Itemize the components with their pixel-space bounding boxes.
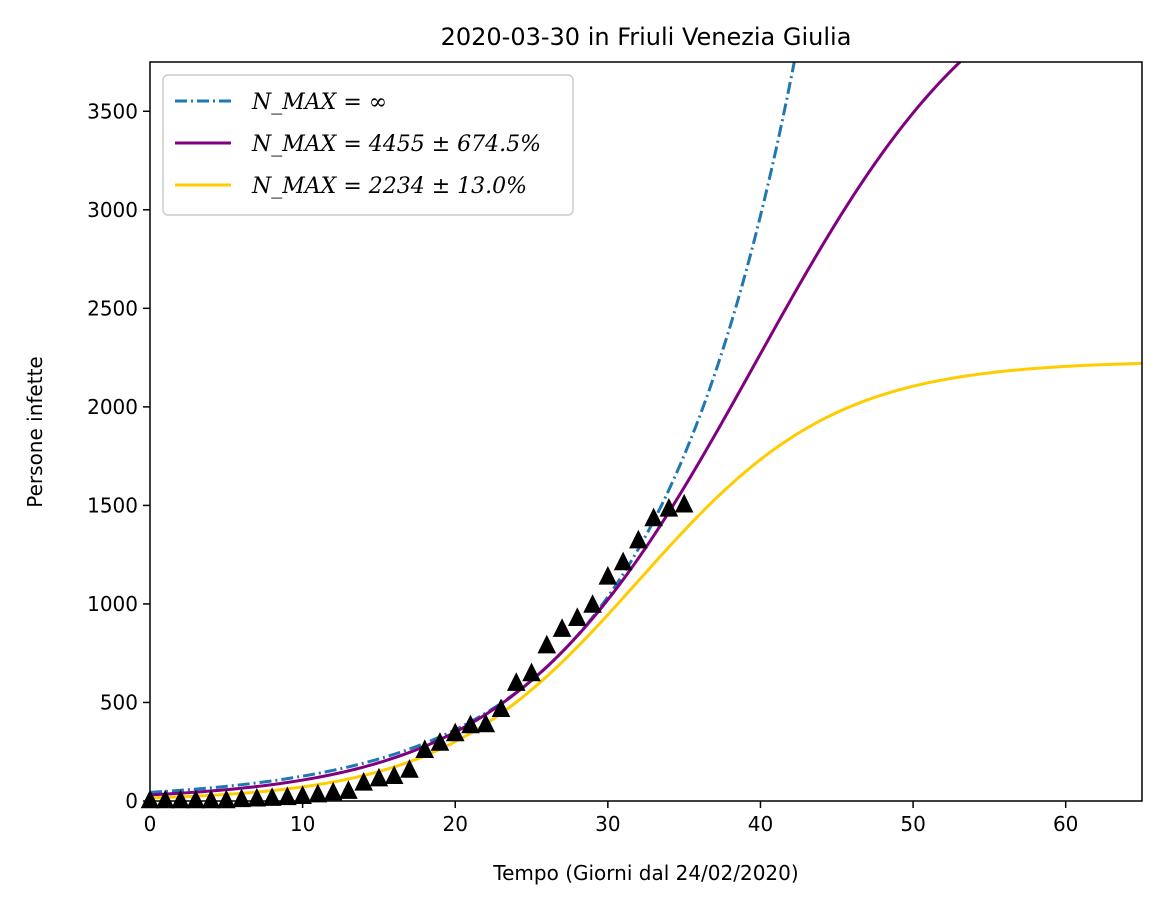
- x-axis: 0 10 20 30 40 50 60: [144, 801, 1078, 836]
- x-tick-label: 40: [748, 812, 773, 836]
- legend-label: N_MAX = 2234 ± 13.0%: [251, 174, 527, 199]
- data-point: [476, 713, 496, 733]
- data-point: [506, 672, 526, 691]
- y-axis: 0 500 1000 1500 2000 2500 3000 3500: [87, 99, 150, 813]
- y-tick-label: 1500: [87, 493, 138, 517]
- x-tick-label: 0: [144, 812, 157, 836]
- series-line-3: [150, 361, 1142, 800]
- data-point: [583, 594, 602, 613]
- data-point: [369, 767, 389, 787]
- data-point: [430, 732, 450, 751]
- x-tick-label: 60: [1053, 812, 1078, 836]
- data-point: [461, 714, 480, 734]
- data-point: [644, 507, 663, 527]
- data-point: [659, 498, 679, 517]
- data-point: [354, 771, 373, 791]
- x-axis-title: Tempo (Giorni dal 24/02/2020): [492, 861, 798, 885]
- data-point: [568, 607, 587, 627]
- data-point: [522, 662, 541, 682]
- data-point: [613, 551, 633, 571]
- data-point: [537, 634, 557, 654]
- x-tick-label: 20: [443, 812, 468, 836]
- data-point: [201, 789, 221, 809]
- data-point: [232, 788, 251, 808]
- y-tick-label: 500: [100, 690, 138, 714]
- data-point: [339, 780, 358, 799]
- x-tick-label: 50: [900, 812, 925, 836]
- data-point: [598, 566, 618, 585]
- legend-label: N_MAX = 4455 ± 674.5%: [251, 132, 541, 157]
- x-tick-label: 30: [595, 812, 620, 836]
- data-point: [674, 493, 694, 513]
- data-point: [186, 789, 206, 809]
- legend-label: N_MAX = ∞: [251, 90, 387, 115]
- data-point: [552, 618, 572, 637]
- data-point: [415, 739, 435, 759]
- y-axis-title: Persone infette: [23, 356, 47, 507]
- legend: N_MAX = ∞ N_MAX = 4455 ± 674.5% N_MAX = 22…: [162, 74, 574, 216]
- data-point: [171, 789, 190, 809]
- data-point: [384, 765, 404, 785]
- data-point: [323, 781, 343, 801]
- data-point: [445, 722, 465, 742]
- x-tick-label: 10: [290, 812, 315, 836]
- data-point: [491, 698, 511, 718]
- data-point: [629, 529, 648, 549]
- data-point: [155, 789, 175, 809]
- legend-box: [162, 74, 574, 216]
- observed-markers: [140, 493, 694, 809]
- y-tick-label: 0: [125, 789, 138, 813]
- data-point: [308, 783, 328, 803]
- y-tick-label: 2000: [87, 395, 138, 419]
- data-point: [247, 787, 267, 807]
- y-tick-label: 3500: [87, 99, 138, 123]
- y-tick-label: 1000: [87, 592, 138, 616]
- data-point: [400, 759, 419, 778]
- y-tick-label: 2500: [87, 296, 138, 320]
- y-tick-label: 3000: [87, 198, 138, 222]
- chart-title: 2020-03-30 in Friuli Venezia Giulia: [441, 23, 852, 51]
- plot-frame: [149, 61, 1143, 802]
- data-point: [216, 789, 236, 809]
